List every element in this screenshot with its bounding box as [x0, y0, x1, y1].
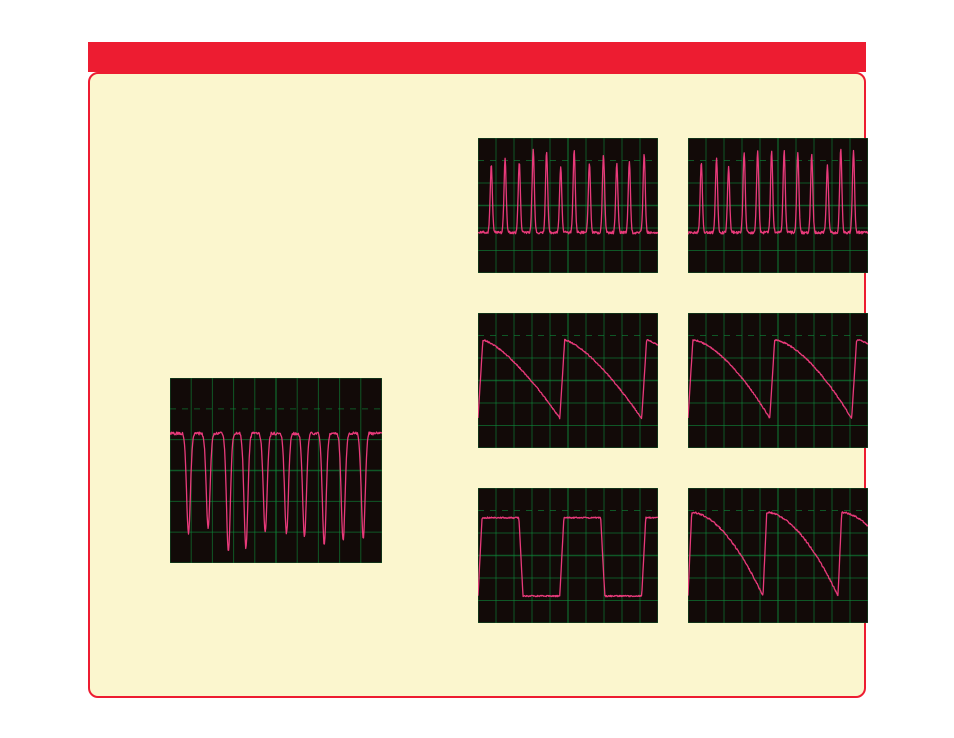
scope-mid-right	[688, 313, 868, 448]
stage	[0, 0, 954, 738]
scope-main	[170, 378, 382, 563]
scope-mid-left	[478, 313, 658, 448]
scope-bot-left	[478, 488, 658, 623]
scope-top-left	[478, 138, 658, 273]
scope-bot-right	[688, 488, 868, 623]
scope-top-right	[688, 138, 868, 273]
header-bar	[88, 42, 866, 72]
